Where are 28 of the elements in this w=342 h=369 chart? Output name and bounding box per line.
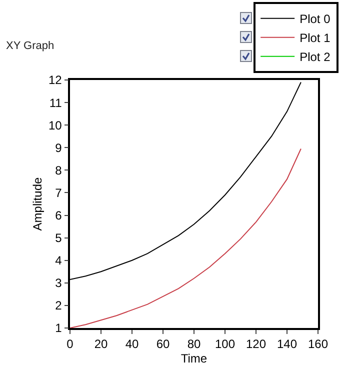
y-tick-label: 3 bbox=[55, 276, 62, 290]
x-tick-label: 160 bbox=[308, 337, 328, 352]
y-tick-label: 7 bbox=[55, 186, 62, 200]
y-tick-label: 8 bbox=[55, 163, 62, 178]
y-tick-label: 9 bbox=[55, 140, 62, 155]
legend-label: Plot 2 bbox=[300, 50, 331, 64]
line-series bbox=[70, 148, 302, 328]
x-tick-label: 80 bbox=[187, 337, 201, 352]
x-tick-label: 20 bbox=[94, 337, 108, 352]
y-tick-label: 4 bbox=[55, 254, 62, 268]
x-tick-label: 140 bbox=[276, 337, 298, 352]
x-tick-label: 0 bbox=[66, 337, 74, 352]
y-tick-label: 11 bbox=[49, 96, 62, 110]
x-tick-label: 40 bbox=[125, 337, 139, 352]
x-tick-label: 60 bbox=[156, 337, 170, 352]
y-tick-label: 2 bbox=[55, 298, 62, 313]
x-axis-title: Time bbox=[180, 352, 208, 366]
chart-title: XY Graph bbox=[6, 40, 54, 52]
legend-label: Plot 1 bbox=[300, 31, 331, 46]
y-tick-label: 12 bbox=[48, 73, 62, 88]
x-tick-label: 100 bbox=[214, 337, 236, 352]
y-tick-label: 1 bbox=[55, 321, 62, 336]
y-tick-label: 5 bbox=[55, 231, 62, 246]
y-tick-label: 6 bbox=[55, 208, 62, 222]
x-tick-label: 120 bbox=[246, 337, 266, 352]
y-tick-label: 10 bbox=[48, 118, 62, 132]
legend-label: Plot 0 bbox=[300, 12, 331, 26]
y-axis-title: Amplitude bbox=[30, 177, 44, 231]
